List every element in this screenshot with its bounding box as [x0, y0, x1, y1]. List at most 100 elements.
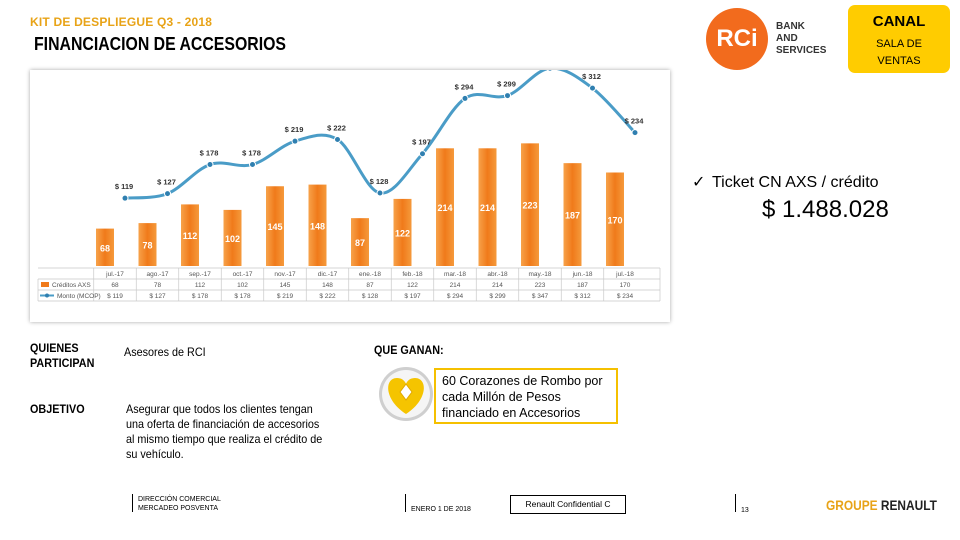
bar — [96, 228, 114, 266]
page-number: 13 — [741, 507, 749, 514]
x-tick-label: mar.-18 — [444, 271, 466, 278]
line-value-label: $ 127 — [157, 178, 176, 187]
line-value-label: $ 219 — [285, 125, 304, 134]
bar — [393, 198, 412, 266]
footer-divider — [735, 494, 736, 512]
rci-logo-mark: RCi — [706, 8, 768, 70]
bar — [181, 204, 199, 266]
line-point — [631, 129, 639, 137]
ticket-value: $ 1.488.028 — [762, 196, 889, 223]
quienes-text: Asesores de RCI — [124, 345, 206, 359]
kit-title: KIT DE DESPLIEGUE Q3 - 2018 — [30, 15, 213, 29]
line-point — [546, 64, 554, 72]
bar-value-label: 187 — [565, 211, 580, 221]
table-cell-creditos: 68 — [111, 282, 119, 289]
table-cell-creditos: 145 — [280, 282, 291, 289]
line-value-label: $ 178 — [242, 149, 261, 158]
table-cell-monto: $ 219 — [277, 293, 294, 300]
bar-value-label: 102 — [225, 234, 240, 244]
x-tick-label: sep.-17 — [189, 271, 211, 278]
legend-label-monto: Monto (MCOP) — [57, 293, 101, 300]
canal-subtitle: SALA DE VENTAS — [876, 38, 922, 67]
canal-title: CANAL — [872, 13, 926, 30]
line-value-label: $ 119 — [115, 182, 133, 191]
line-value-label: $ 222 — [327, 123, 346, 132]
table-cell-monto: $ 312 — [574, 293, 591, 300]
table-cell-creditos: 223 — [535, 282, 546, 289]
table-cell-monto: $ 347 — [532, 293, 549, 300]
table-cell-monto: $ 294 — [447, 293, 464, 300]
rci-logo: RCi BANK AND SERVICES — [706, 8, 836, 70]
table-cell-monto: $ 222 — [319, 293, 336, 300]
table-cell-creditos: 102 — [237, 282, 248, 289]
rci-logo-text: BANK AND SERVICES — [776, 21, 827, 56]
x-tick-label: ago.-17 — [146, 271, 168, 278]
bar — [223, 209, 242, 266]
line-point — [376, 189, 384, 197]
que-ganan-label: QUE GANAN: — [374, 343, 444, 357]
bar-value-label: 78 — [142, 241, 152, 251]
x-tick-label: dic.-17 — [318, 271, 338, 278]
table-cell-monto: $ 178 — [192, 293, 209, 300]
line-point — [206, 161, 214, 169]
x-tick-label: nov.-17 — [274, 271, 296, 278]
line-point — [504, 92, 511, 100]
bar — [266, 186, 284, 266]
x-tick-label: oct.-17 — [233, 271, 253, 278]
line-point — [461, 94, 469, 102]
table-cell-creditos: 148 — [322, 282, 333, 289]
prize-box: 60 Corazones de Rombo por cada Millón de… — [434, 368, 618, 424]
table-cell-creditos: 78 — [154, 282, 162, 289]
canal-badge: CANAL SALA DE VENTAS — [848, 5, 950, 73]
table-cell-monto: $ 127 — [149, 293, 166, 300]
bar-value-label: 87 — [355, 238, 365, 248]
line-value-label: $ 312 — [582, 72, 601, 81]
chart-frame: 68 78 112 102 145 148 87 122 214 214 223 187 170 $ 11… — [30, 52, 670, 322]
line-point — [334, 135, 341, 143]
line-point — [164, 190, 171, 198]
ticket-line: ✓ Ticket CN AXS / crédito — [692, 172, 879, 192]
table-cell-creditos: 122 — [407, 282, 418, 289]
table-cell-monto: $ 299 — [489, 293, 506, 300]
bar-value-label: 145 — [267, 222, 282, 232]
table-cell-creditos: 214 — [450, 282, 461, 289]
x-tick-label: feb.-18 — [402, 271, 423, 278]
footer-divider — [405, 494, 406, 512]
table-cell-creditos: 214 — [492, 282, 503, 289]
bar — [478, 148, 497, 266]
bar — [521, 143, 539, 266]
legend-key-creditos — [41, 282, 49, 287]
page-title: FINANCIACION DE ACCESORIOS — [34, 34, 286, 54]
ticket-label: Ticket CN AXS / crédito — [712, 174, 879, 191]
table-cell-monto: $ 119 — [107, 293, 123, 300]
check-icon: ✓ — [692, 174, 706, 191]
table-cell-monto: $ 128 — [362, 293, 379, 300]
line-value-label: $ 178 — [200, 149, 219, 158]
x-tick-label: jul.-18 — [615, 271, 634, 278]
line-value-label: $ 197 — [412, 138, 431, 147]
heart-rombo-icon — [376, 364, 436, 424]
line-point — [419, 150, 426, 158]
table-cell-creditos: 87 — [366, 282, 374, 289]
line-value-label: $ 299 — [497, 80, 516, 89]
footer-dept: DIRECCIÓN COMERCIAL MERCADEO POSVENTA — [138, 496, 221, 512]
bar-value-label: 112 — [183, 231, 198, 241]
bar — [351, 218, 369, 266]
groupe-renault-logo: GROUPE RENAULT — [826, 497, 937, 513]
bar — [563, 163, 582, 266]
line-point — [589, 84, 596, 92]
table-cell-monto: $ 197 — [404, 293, 421, 300]
combo-chart: 68 78 112 102 145 148 87 122 214 214 223 187 170 $ 11… — [37, 52, 661, 302]
table-cell-creditos: 112 — [195, 282, 206, 289]
objetivo-label: OBJETIVO — [30, 402, 85, 416]
table-cell-creditos: 170 — [620, 282, 631, 289]
table-cell-creditos: 187 — [577, 282, 588, 289]
objetivo-text: Asegurar que todos los clientes tengan u… — [126, 402, 323, 461]
footer-divider — [132, 494, 133, 512]
legend-key-monto-marker — [45, 293, 49, 298]
quienes-label: QUIENES PARTICIPAN — [30, 341, 95, 370]
x-tick-label: ene.-18 — [359, 271, 381, 278]
x-tick-label: jun.-18 — [572, 271, 593, 278]
bar-value-label: 122 — [395, 228, 410, 238]
footer-date: ENERO 1 DE 2018 — [411, 506, 471, 513]
